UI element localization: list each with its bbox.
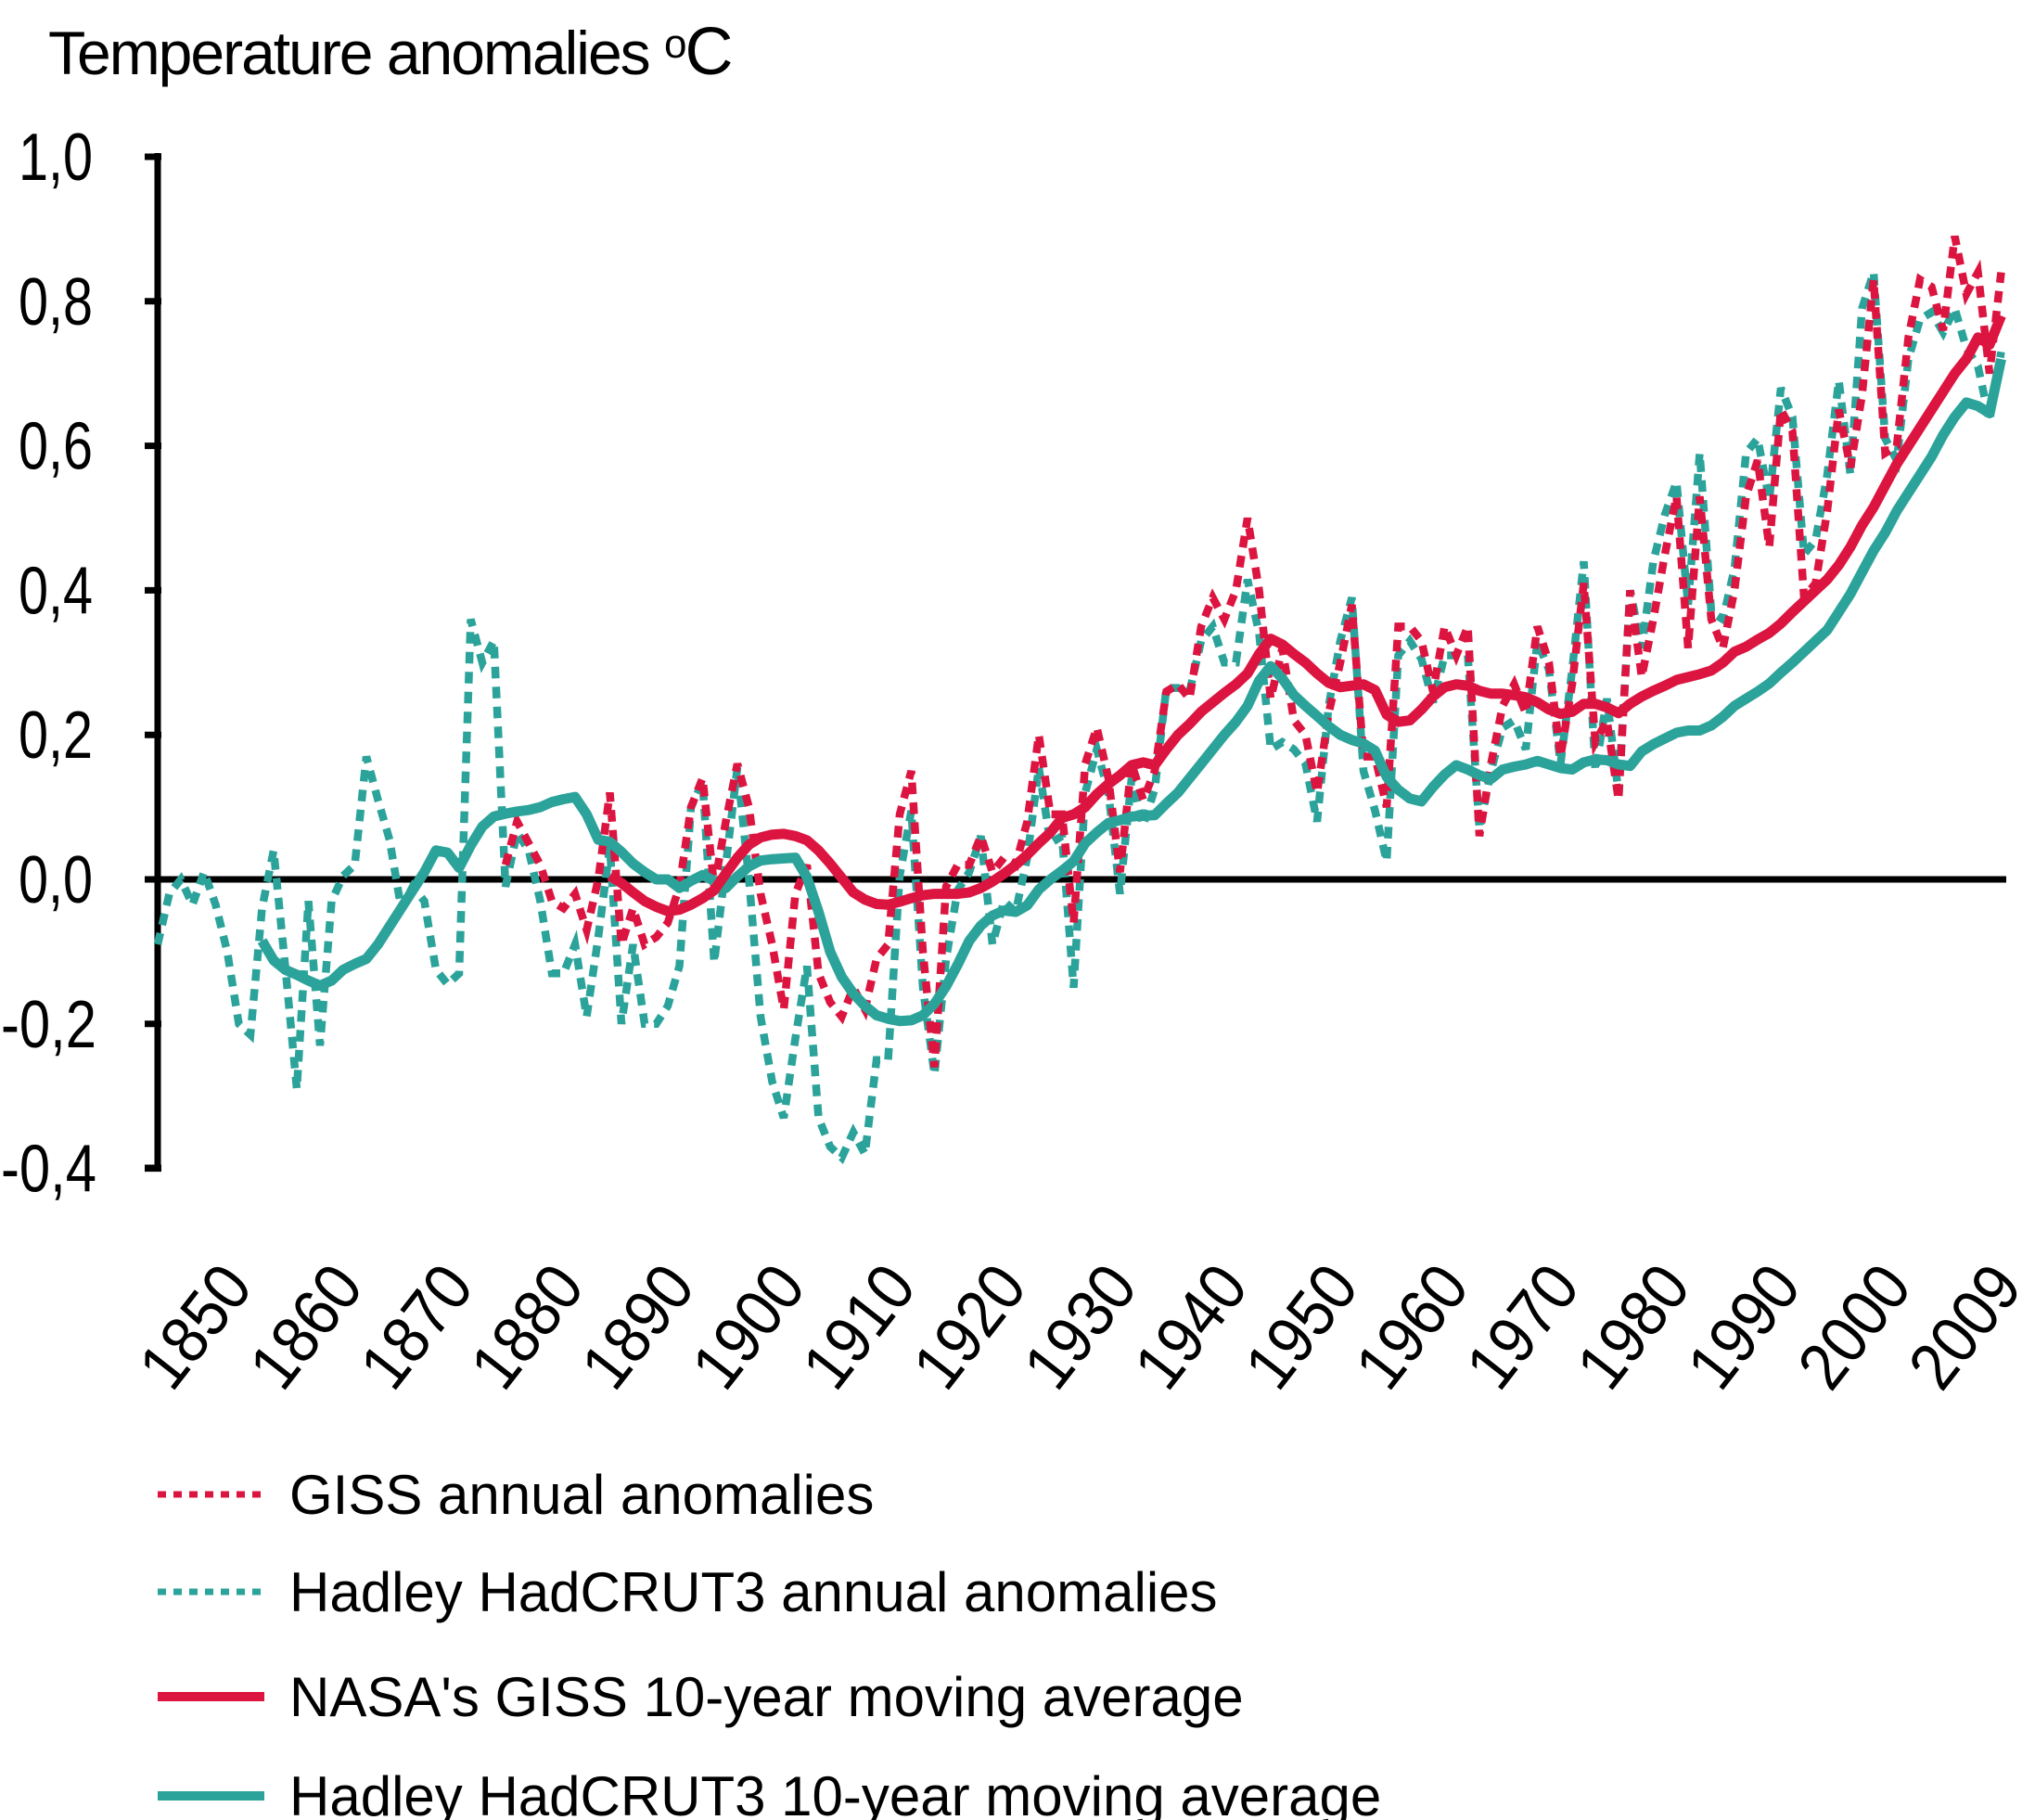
svg-text:Hadley HadCRUT3 10-year moving: Hadley HadCRUT3 10-year moving average: [289, 1765, 1381, 1820]
svg-text:NASA's GISS 10-year moving ave: NASA's GISS 10-year moving average: [289, 1666, 1244, 1728]
svg-text:-0,2: -0,2: [1, 988, 96, 1062]
svg-text:0,6: 0,6: [19, 410, 93, 484]
svg-text:0,8: 0,8: [19, 265, 93, 340]
svg-text:0,0: 0,0: [19, 843, 93, 917]
svg-text:1,0: 1,0: [19, 121, 93, 195]
svg-text:0,4: 0,4: [19, 554, 93, 628]
svg-text:Temperature anomalies oC: Temperature anomalies oC: [48, 15, 732, 89]
svg-text:GISS annual anomalies: GISS annual anomalies: [289, 1464, 874, 1526]
svg-text:0,2: 0,2: [19, 699, 93, 773]
svg-text:Hadley HadCRUT3 annual anomali: Hadley HadCRUT3 annual anomalies: [289, 1561, 1218, 1623]
svg-text:-0,4: -0,4: [1, 1133, 96, 1207]
